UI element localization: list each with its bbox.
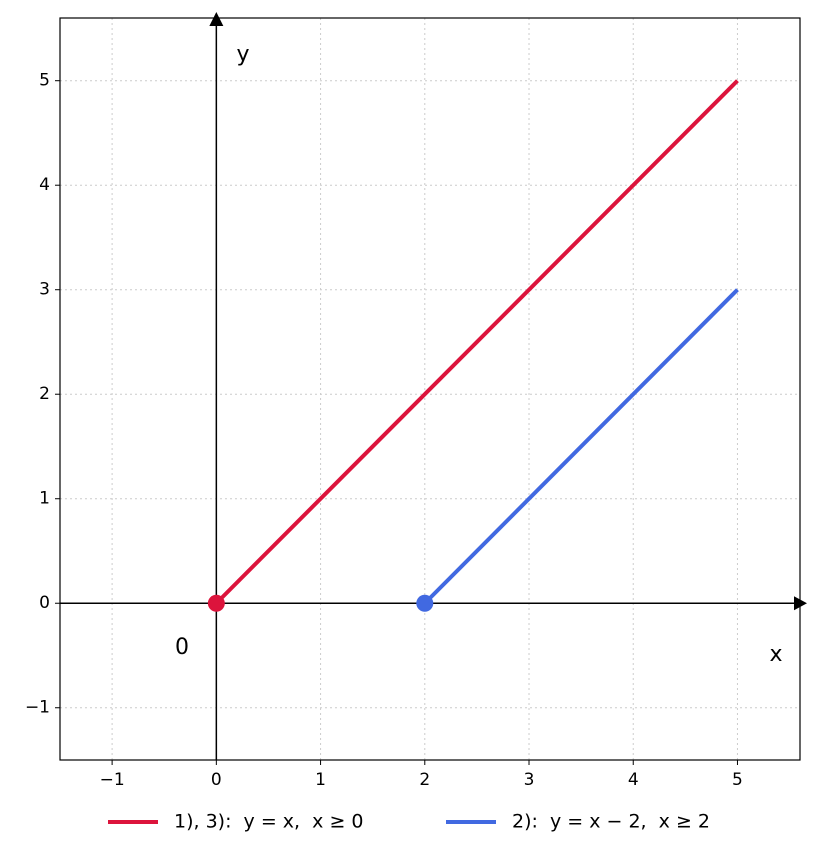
y-axis-label: y	[236, 42, 249, 67]
y-tick-label: 5	[39, 71, 50, 91]
x-tick-label: 0	[211, 770, 222, 790]
x-tick-label: 2	[419, 770, 430, 790]
x-axis-arrow	[794, 596, 807, 611]
y-tick-label: −1	[25, 698, 50, 718]
y-tick-label: 0	[39, 593, 50, 613]
x-axis-label: x	[769, 642, 782, 667]
y-tick-label: 4	[39, 175, 50, 195]
legend-label: 1), 3): y = x, x ≥ 0	[174, 811, 364, 833]
y-axis-arrow	[209, 12, 224, 26]
y-tick-label: 1	[39, 489, 50, 509]
x-tick-label: 4	[628, 770, 639, 790]
x-tick-label: −1	[100, 770, 125, 790]
x-tick-label: 1	[315, 770, 326, 790]
plot-frame	[59, 17, 801, 761]
y-tick-label: 3	[39, 280, 50, 300]
x-tick-label: 3	[524, 770, 535, 790]
series-line	[423, 288, 739, 605]
origin-label: 0	[175, 635, 189, 660]
start-point	[416, 594, 434, 612]
start-point	[207, 594, 225, 612]
y-tick-label: 2	[39, 384, 50, 404]
series-line	[214, 79, 739, 605]
x-tick-label: 5	[732, 770, 743, 790]
legend-label: 2): y = x − 2, x ≥ 2	[512, 811, 710, 833]
